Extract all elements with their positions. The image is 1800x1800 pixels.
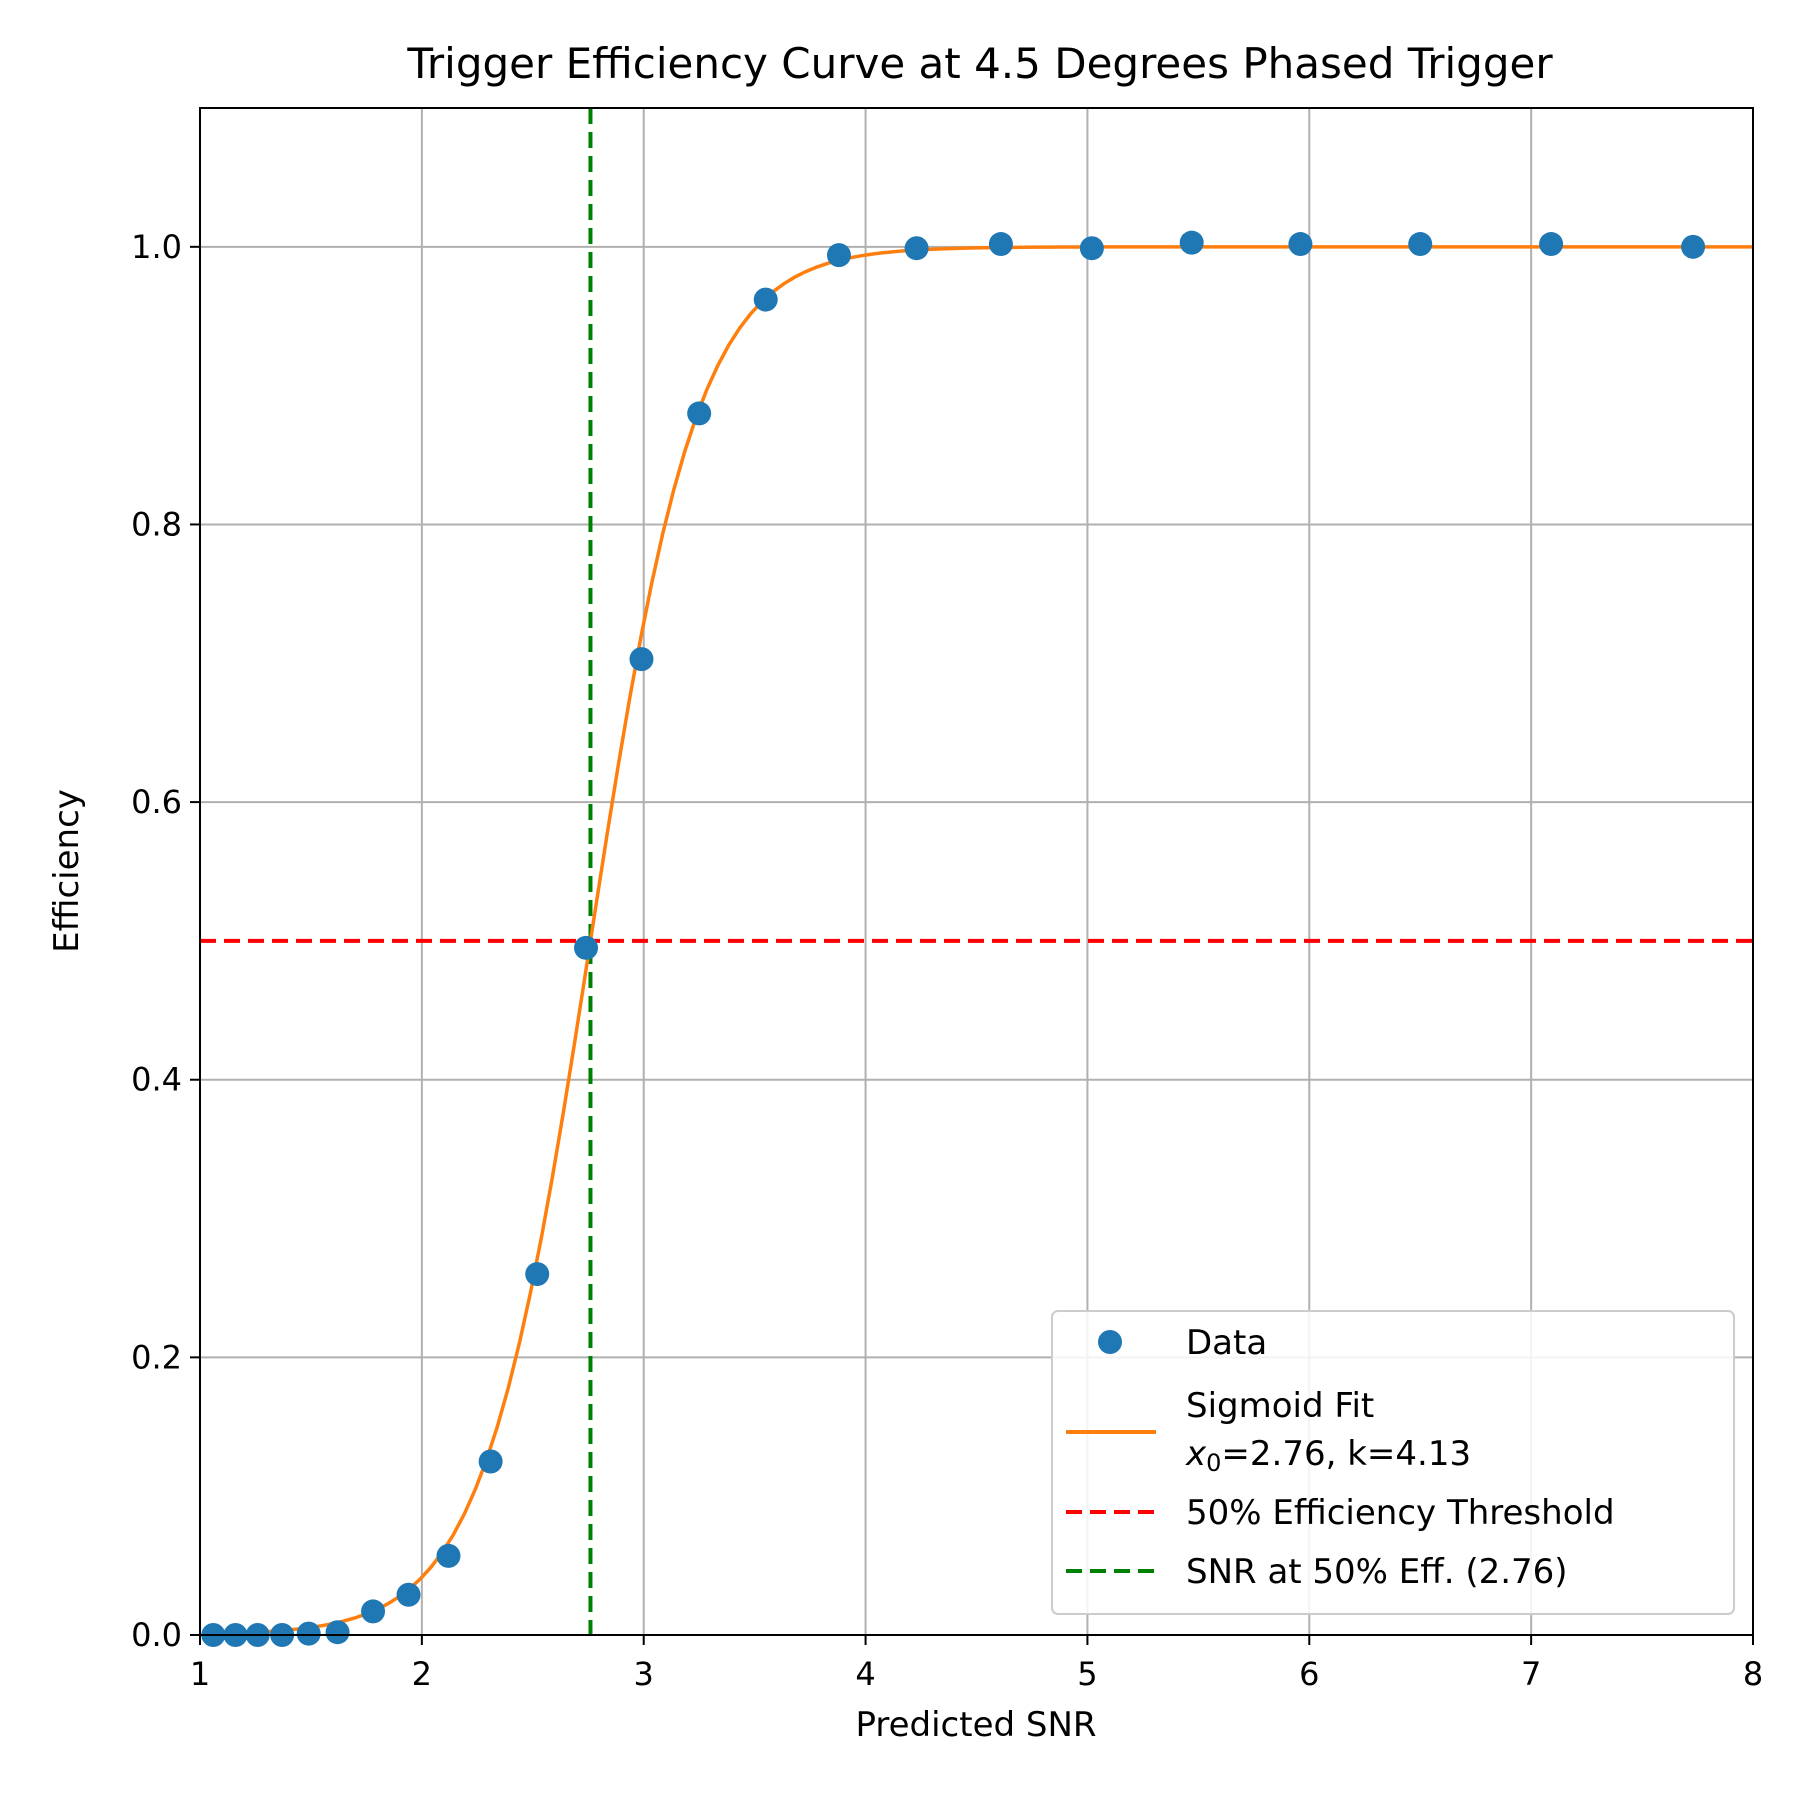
legend-label-fit: Sigmoid Fit [1186, 1386, 1374, 1426]
legend-label-fit-params: x0=2.76, k=4.13 [1185, 1434, 1471, 1477]
x-axis-label: Predicted SNR [855, 1705, 1096, 1745]
legend-marker-data [1098, 1330, 1122, 1354]
sigmoid-fit-line [211, 245, 1753, 1636]
data-point [1539, 232, 1564, 257]
data-point [753, 287, 778, 312]
legend-box [1051, 1310, 1735, 1615]
x-tick-label: 2 [412, 1655, 432, 1693]
legend-label-snr50: SNR at 50% Eff. (2.76) [1186, 1552, 1568, 1592]
x-tick-label: 3 [634, 1655, 654, 1693]
x-tick-label: 5 [1077, 1655, 1097, 1693]
data-point [988, 232, 1013, 257]
data-point [436, 1543, 461, 1568]
legend-label-data: Data [1186, 1323, 1267, 1363]
y-tick-label: 0.2 [131, 1338, 182, 1376]
y-tick-label: 0.6 [131, 783, 182, 821]
data-point [574, 935, 599, 960]
data-point [826, 243, 851, 268]
data-point [325, 1620, 350, 1645]
legend-param-values: =2.76, k=4.13 [1221, 1434, 1471, 1474]
y-tick-label: 0.0 [131, 1616, 182, 1654]
data-point [1408, 232, 1433, 257]
data-point [1179, 230, 1204, 255]
x-tick-label: 6 [1299, 1655, 1319, 1693]
x-tick-label: 4 [855, 1655, 875, 1693]
data-point [525, 1262, 550, 1287]
plot-area [200, 108, 1753, 1647]
x-tick-label: 7 [1521, 1655, 1541, 1693]
legend-param-subscript: 0 [1206, 1449, 1221, 1477]
data-point [1079, 236, 1104, 261]
data-point [361, 1599, 386, 1624]
data-point [904, 236, 929, 261]
data-point [1288, 232, 1313, 257]
data-point [478, 1449, 503, 1474]
x-tick-label: 8 [1743, 1655, 1763, 1693]
axis-ticks: 1 2 3 4 5 6 7 8 0.0 0.2 0.4 0.6 0.8 1.0 [131, 228, 1763, 1693]
y-tick-label: 0.8 [131, 505, 182, 543]
legend-label-threshold: 50% Efficiency Threshold [1186, 1493, 1615, 1533]
y-tick-label: 0.4 [131, 1061, 182, 1099]
x-tick-label: 1 [190, 1655, 210, 1693]
legend-param-symbol: x [1185, 1434, 1207, 1474]
data-point [296, 1621, 321, 1646]
y-axis-label: Efficiency [47, 789, 87, 953]
y-tick-label: 1.0 [131, 228, 182, 266]
data-point [687, 401, 712, 426]
data-point [396, 1582, 421, 1607]
data-point [629, 647, 654, 672]
legend: Data Sigmoid Fit x0=2.76, k=4.13 50% Eff… [1051, 1310, 1735, 1615]
data-point [1681, 234, 1706, 259]
chart-title: Trigger Efficiency Curve at 4.5 Degrees … [406, 39, 1553, 88]
plot-frame [199, 107, 1754, 1636]
